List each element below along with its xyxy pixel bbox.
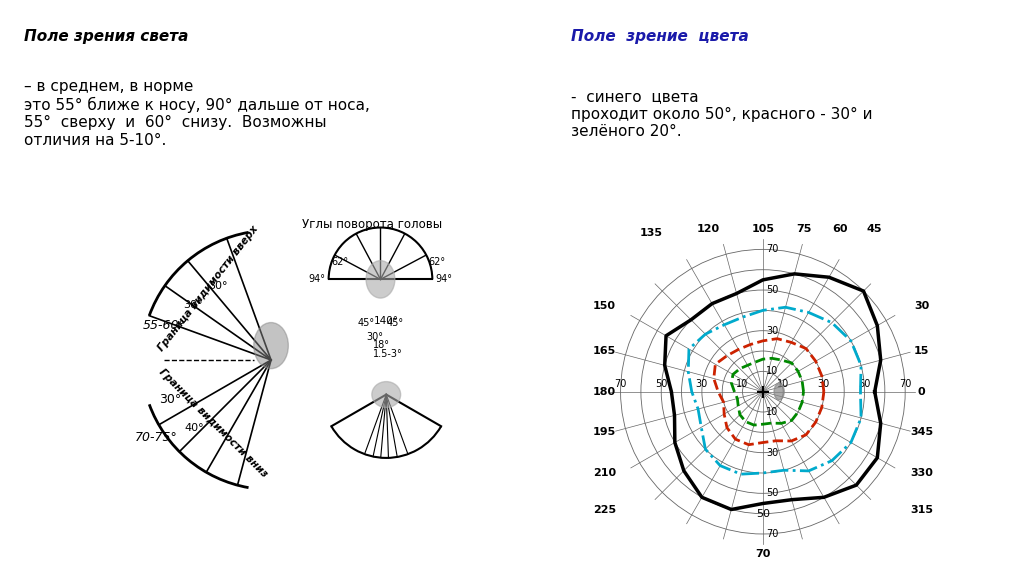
Text: 10: 10	[777, 378, 790, 389]
Text: 135: 135	[640, 228, 663, 238]
Text: Граница видимости вниз: Граница видимости вниз	[158, 367, 269, 480]
Text: 62°: 62°	[428, 257, 445, 267]
Text: 15: 15	[913, 346, 929, 356]
Text: 70: 70	[899, 378, 911, 389]
Text: 40°: 40°	[184, 423, 204, 433]
Text: 225: 225	[593, 505, 615, 514]
Text: 55-60°: 55-60°	[143, 319, 185, 332]
Text: 75: 75	[796, 224, 811, 234]
Text: 30°: 30°	[183, 301, 203, 310]
Text: 330: 330	[910, 468, 933, 478]
Text: 50: 50	[756, 509, 770, 518]
Text: Поле  зрение  цвета: Поле зрение цвета	[571, 29, 749, 44]
Text: 195: 195	[593, 427, 615, 437]
Ellipse shape	[372, 381, 400, 408]
Text: 50: 50	[858, 378, 870, 389]
Text: Углы поворота головы: Углы поворота головы	[302, 218, 442, 231]
Ellipse shape	[774, 384, 784, 400]
Text: 70-75°: 70-75°	[134, 431, 177, 444]
Text: 120: 120	[696, 224, 720, 234]
Text: 70: 70	[766, 244, 778, 255]
Text: 45°: 45°	[357, 317, 375, 328]
Text: 45: 45	[867, 224, 883, 234]
Text: 30: 30	[913, 301, 929, 311]
Text: 50: 50	[655, 378, 668, 389]
Text: 10: 10	[766, 407, 778, 417]
Text: 30: 30	[695, 378, 708, 389]
Text: 62°: 62°	[332, 257, 349, 267]
Text: 30: 30	[818, 378, 830, 389]
Text: 345: 345	[910, 427, 933, 437]
Text: 60: 60	[833, 224, 848, 234]
Text: 94°: 94°	[435, 274, 453, 285]
Text: 1.5-3°: 1.5-3°	[373, 349, 402, 359]
Text: 0: 0	[918, 386, 926, 397]
Text: 165: 165	[593, 346, 615, 356]
Text: 70: 70	[766, 529, 778, 539]
Text: 180: 180	[593, 386, 615, 397]
Text: 70: 70	[614, 378, 627, 389]
Text: 50: 50	[766, 488, 778, 498]
Text: 70: 70	[755, 550, 771, 559]
Text: – в среднем, в норме
это 55° ближе к носу, 90° дальше от носа,
55°  сверху  и  6: – в среднем, в норме это 55° ближе к нос…	[24, 79, 370, 148]
Text: 18°: 18°	[374, 340, 390, 350]
Text: 45°: 45°	[386, 317, 403, 328]
Text: 315: 315	[910, 505, 933, 514]
Text: Граница видимости вверх: Граница видимости вверх	[156, 223, 260, 353]
Text: 140°: 140°	[374, 316, 398, 326]
Text: 30°: 30°	[159, 393, 181, 406]
Text: 10: 10	[736, 378, 749, 389]
Ellipse shape	[367, 260, 395, 298]
Ellipse shape	[254, 323, 289, 369]
Text: 94°: 94°	[308, 274, 326, 285]
Text: 105: 105	[752, 224, 774, 234]
Text: 50: 50	[766, 285, 778, 295]
Text: 210: 210	[593, 468, 615, 478]
Text: 150: 150	[593, 301, 615, 311]
Text: 30°: 30°	[367, 332, 383, 342]
Text: 30°: 30°	[208, 281, 227, 291]
Text: 30: 30	[766, 448, 778, 458]
Text: Поле зрения света: Поле зрения света	[24, 29, 188, 44]
Text: -  синего  цвета
проходит около 50°, красного - 30° и
зелёного 20°.: - синего цвета проходит около 50°, красн…	[571, 89, 872, 139]
Text: 10: 10	[766, 366, 778, 376]
Text: 30: 30	[766, 325, 778, 336]
